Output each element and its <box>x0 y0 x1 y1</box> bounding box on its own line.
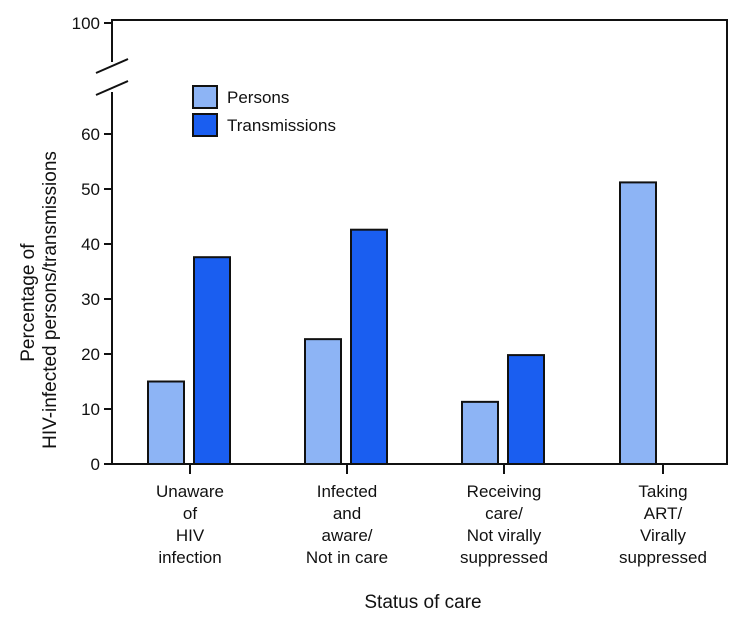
legend: Persons Transmissions <box>192 85 336 137</box>
bar-persons <box>619 181 657 465</box>
bar-transmissions <box>507 354 545 466</box>
category-label: Taking ART/Virally suppressed <box>619 482 707 567</box>
bar-persons <box>147 380 185 465</box>
y-tick-label: 20 <box>81 345 100 364</box>
plot-frame <box>95 19 728 465</box>
legend-swatch-transmissions <box>192 113 218 137</box>
y-axis-title-line-2: HIV-infected persons/transmissions <box>40 151 61 449</box>
y-tick-label: 40 <box>81 235 100 254</box>
bars <box>147 181 657 466</box>
bar-persons <box>304 338 342 465</box>
y-tick-label: 30 <box>81 290 100 309</box>
category-label: Receiving care/Not virally suppressed <box>460 482 548 567</box>
category-label-line: aware/ <box>321 526 372 545</box>
y-tick-label: 10 <box>81 400 100 419</box>
category-label-line: suppressed <box>460 548 548 567</box>
category-labels: Unaware of HIV infection Infected and aware/No… <box>156 464 707 567</box>
bar-transmissions <box>350 228 388 465</box>
axis-break-mark-upper <box>95 58 129 74</box>
legend-label-transmissions: Transmissions <box>227 116 336 135</box>
category-label: Unaware of HIV infection <box>156 482 224 567</box>
category-label-line: Infected <box>317 482 378 501</box>
y-axis-title-line-1: Percentage of <box>18 243 39 362</box>
x-axis-title: Status of care <box>364 592 481 613</box>
y-tick-label: 0 <box>91 455 100 474</box>
category-label-line: care/ <box>485 504 523 523</box>
y-tick-label: 100 <box>72 14 100 33</box>
category-label-line: Virally <box>640 526 686 545</box>
category-label-line: of <box>183 504 197 523</box>
bar-transmissions <box>193 256 231 466</box>
category-label-line: Not virally <box>467 526 542 545</box>
bar-persons <box>461 400 499 466</box>
plot-border <box>111 19 728 465</box>
category-label-line: infection <box>158 548 221 567</box>
axis-break-mark-lower <box>95 80 129 96</box>
y-axis-ticks: 0 10 20 30 40 50 60 100 <box>72 14 112 474</box>
category-label-line: Not in care <box>306 548 388 567</box>
category-label-line: Taking <box>638 482 687 501</box>
category-label-line: and <box>333 504 361 523</box>
category-label-line: Receiving <box>467 482 542 501</box>
y-tick-label: 60 <box>81 125 100 144</box>
category-label-line: suppressed <box>619 548 707 567</box>
category-label-line: ART/ <box>644 504 683 523</box>
y-axis-title: Percentage of HIV-infected persons/trans… <box>18 151 61 449</box>
category-label: Infected and aware/Not in care <box>306 482 388 567</box>
category-label-line: Unaware <box>156 482 224 501</box>
y-tick-label: 50 <box>81 180 100 199</box>
category-label-line: HIV <box>176 526 205 545</box>
legend-swatch-persons <box>192 85 218 109</box>
legend-label-persons: Persons <box>227 88 289 107</box>
